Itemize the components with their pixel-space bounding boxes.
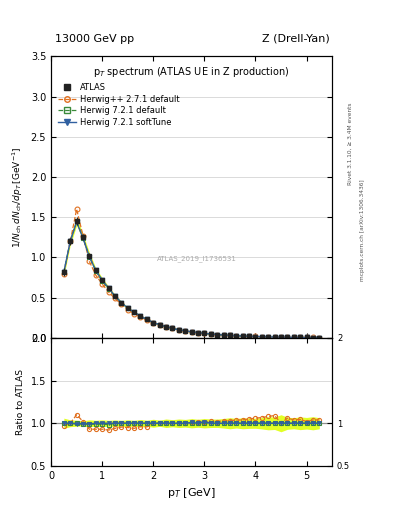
Y-axis label: Ratio to ATLAS: Ratio to ATLAS (16, 369, 25, 435)
Legend: ATLAS, Herwig++ 2.7.1 default, Herwig 7.2.1 default, Herwig 7.2.1 softTune: ATLAS, Herwig++ 2.7.1 default, Herwig 7.… (58, 83, 179, 126)
Text: Rivet 3.1.10, ≥ 3.4M events: Rivet 3.1.10, ≥ 3.4M events (348, 102, 353, 185)
Text: Z (Drell-Yan): Z (Drell-Yan) (263, 33, 330, 44)
Text: mcplots.cern.ch [arXiv:1306.3436]: mcplots.cern.ch [arXiv:1306.3436] (360, 180, 365, 281)
Text: p$_{T}$ spectrum (ATLAS UE in Z production): p$_{T}$ spectrum (ATLAS UE in Z producti… (93, 65, 290, 79)
Text: ATLAS_2019_I1736531: ATLAS_2019_I1736531 (157, 255, 237, 263)
Y-axis label: $1/N_\mathrm{ch}\,dN_\mathrm{ch}/dp_T\,[\mathrm{GeV}^{-1}]$: $1/N_\mathrm{ch}\,dN_\mathrm{ch}/dp_T\,[… (11, 146, 25, 248)
Text: 13000 GeV pp: 13000 GeV pp (55, 33, 134, 44)
X-axis label: p$_{T}$ [GeV]: p$_{T}$ [GeV] (167, 486, 216, 500)
